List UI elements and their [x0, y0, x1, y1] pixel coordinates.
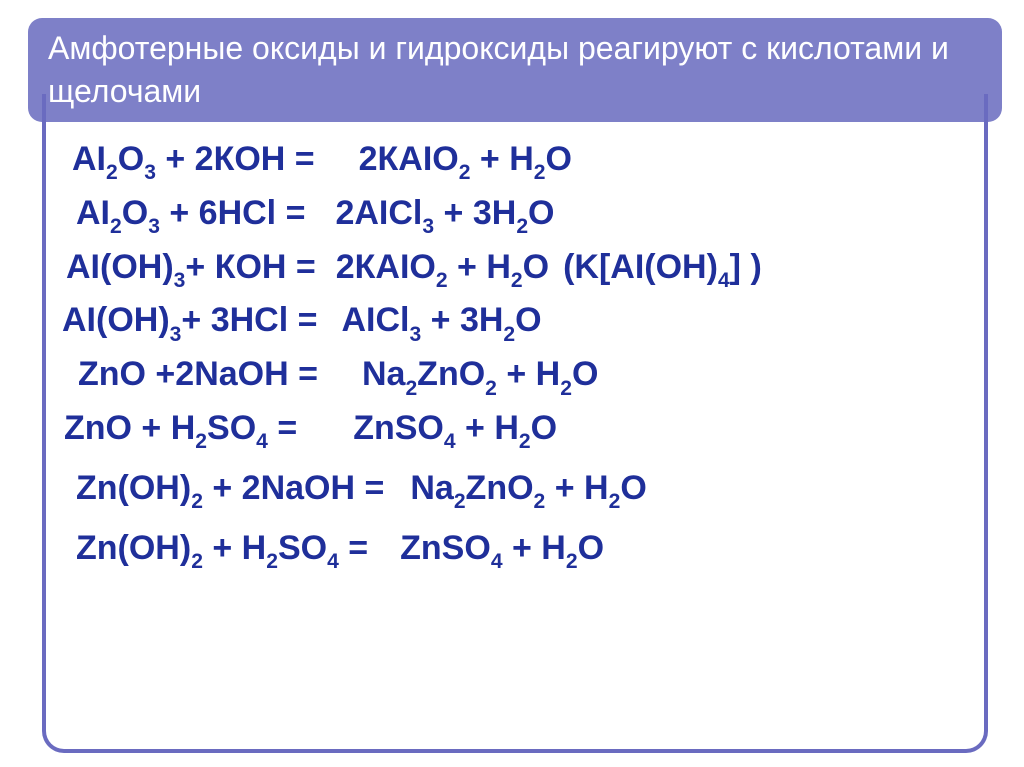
- equation-lhs: ZnO + H2SO4 =: [64, 409, 297, 453]
- equation-lhs: AI(OH)3+ КОН =: [66, 248, 316, 292]
- equation-row: Zn(OH)2 + 2NaOH = Na2ZnO2 + H2O: [62, 469, 974, 513]
- equation-lhs: Zn(OH)2 + 2NaOH =: [76, 469, 384, 513]
- equation-row: AI(OH)3+ КОН = 2КАIО2 + Н2О (K[AI(OH)4] ): [62, 248, 974, 292]
- equation-row: ZnO +2NaOH = Na2ZnO2 + H2O: [62, 355, 974, 399]
- equation-lhs: ZnO +2NaOH =: [78, 355, 318, 394]
- equation-row: Zn(OH)2 + H2SO4 = ZnSO4 + H2O: [62, 529, 974, 573]
- equation-rhs: 2КАIО2 + Н2О: [336, 248, 549, 292]
- equation-row: AI(OH)3+ 3HCl = AICl3 + 3H2O: [62, 301, 974, 345]
- equation-rhs: ZnSO4 + H2O: [400, 529, 604, 573]
- equation-lhs: AI2O3 + 2КОН =: [72, 140, 315, 184]
- equation-rhs: Na2ZnO2 + H2O: [410, 469, 646, 513]
- equation-rhs: 2AICl3 + 3H2O: [335, 194, 554, 238]
- equation-rhs: AICl3 + 3H2O: [341, 301, 541, 345]
- equation-lhs: AI2O3 + 6HCl =: [76, 194, 305, 238]
- equation-rhs: 2КАIO2 + Н2О: [359, 140, 572, 184]
- equation-row: ZnO + H2SO4 = ZnSO4 + H2O: [62, 409, 974, 453]
- equation-row: AI2O3 + 6HCl = 2AICl3 + 3H2O: [62, 194, 974, 238]
- equation-lhs: AI(OH)3+ 3HCl =: [62, 301, 317, 345]
- equation-rhs: ZnSO4 + H2O: [353, 409, 557, 453]
- equation-list: AI2O3 + 2КОН = 2КАIO2 + Н2О AI2O3 + 6HCl =…: [62, 140, 974, 582]
- equation-rhs: Na2ZnO2 + H2O: [362, 355, 598, 399]
- equation-row: AI2O3 + 2КОН = 2КАIO2 + Н2О: [62, 140, 974, 184]
- equation-lhs: Zn(OH)2 + H2SO4 =: [76, 529, 368, 573]
- equation-note: (K[AI(OH)4] ): [563, 248, 762, 292]
